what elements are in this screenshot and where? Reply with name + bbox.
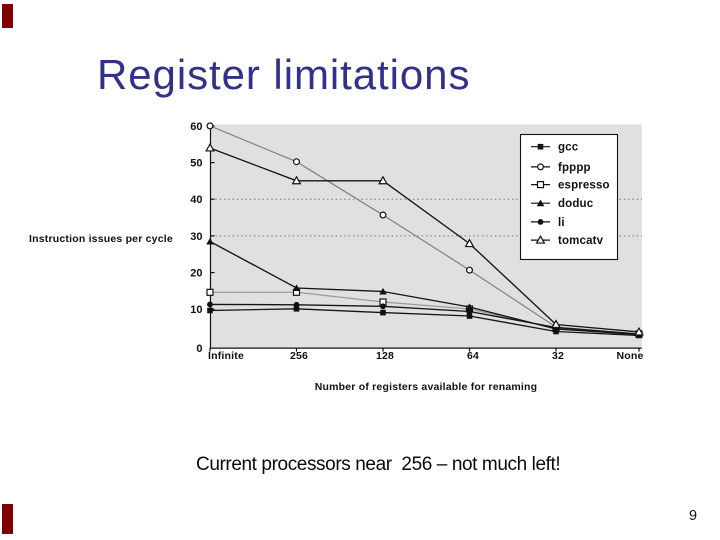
svg-text:60: 60 [190, 121, 202, 133]
svg-text:0: 0 [196, 343, 202, 355]
svg-text:30: 30 [190, 231, 202, 243]
svg-text:Instruction issues per cycle: Instruction issues per cycle [29, 233, 173, 245]
svg-text:doduc: doduc [558, 198, 594, 210]
svg-text:None: None [616, 350, 643, 362]
svg-text:li: li [558, 217, 565, 229]
svg-text:fpppp: fpppp [558, 162, 591, 174]
svg-text:64: 64 [467, 350, 479, 362]
svg-text:Infinite: Infinite [208, 350, 244, 362]
svg-text:10: 10 [190, 304, 202, 316]
svg-text:gcc: gcc [558, 142, 579, 154]
svg-text:40: 40 [190, 194, 202, 206]
svg-text:128: 128 [376, 350, 394, 362]
svg-text:50: 50 [190, 158, 202, 170]
svg-text:tomcatv: tomcatv [558, 235, 604, 247]
svg-text:256: 256 [290, 350, 308, 362]
svg-text:20: 20 [190, 268, 202, 280]
svg-text:Number of registers available: Number of registers available for renami… [315, 381, 538, 393]
svg-text:espresso: espresso [558, 180, 610, 192]
svg-text:32: 32 [552, 350, 564, 362]
